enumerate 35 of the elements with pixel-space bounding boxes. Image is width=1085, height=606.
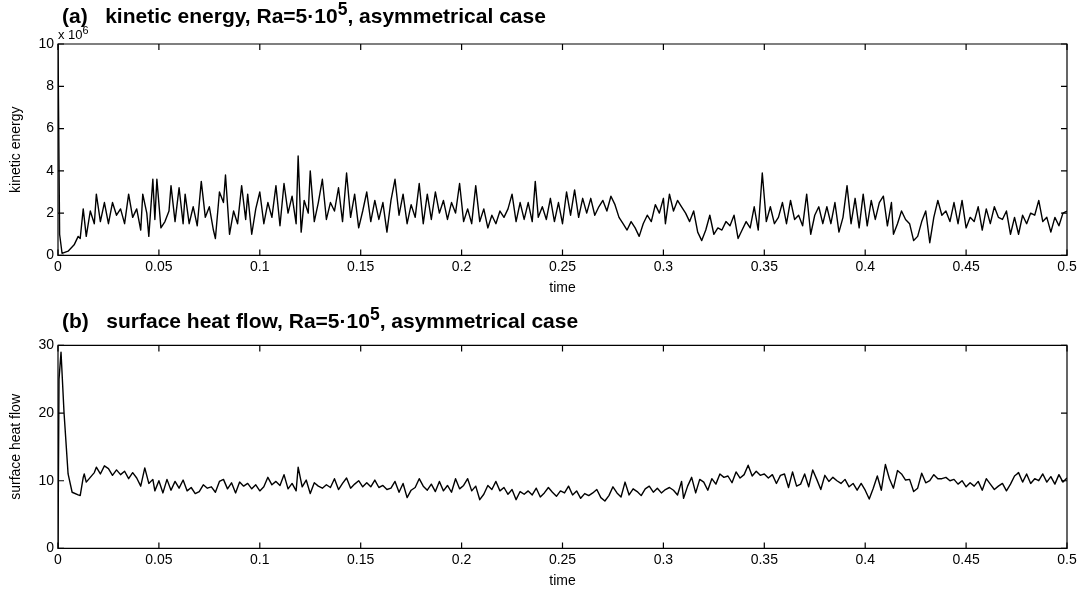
y-tick-label: 0 (46, 539, 55, 556)
y-tick-label: 6 (46, 119, 55, 136)
x-tick-label: 0.1 (250, 550, 270, 567)
y-tick-label: 30 (38, 336, 55, 353)
y-axis-title: surface heat flow (7, 393, 24, 500)
x-tick-label: 0.35 (750, 257, 779, 274)
y-tick-label: 2 (46, 203, 55, 220)
x-tick-label: 0.5 (1057, 550, 1077, 567)
y-tick-label: 4 (46, 161, 55, 178)
x-tick-label: 0.3 (653, 257, 674, 274)
y-tick-label: 10 (38, 471, 55, 488)
y-tick-label: 20 (38, 403, 55, 420)
x-tick-label: 0.25 (548, 257, 577, 274)
x-tick-label: 0.45 (952, 550, 980, 567)
x-tick-label: 0.2 (451, 257, 472, 274)
x-tick-label: 0.4 (855, 550, 876, 567)
x-tick-label: 0.05 (145, 550, 173, 567)
x-tick-label: 0.1 (250, 257, 270, 274)
y-axis-title: kinetic energy (7, 106, 24, 193)
x-tick-label: 0.15 (347, 257, 375, 274)
x-tick-label: 0.25 (548, 550, 577, 567)
x-tick-label: 0.05 (145, 257, 173, 274)
x-tick-label: 0.2 (451, 550, 472, 567)
chart-title: (b) surface heat flow, Ra=5·10$^{5}$, asymmetrical case (62, 303, 579, 333)
x-tick-label: 0.5 (1057, 257, 1077, 274)
x-tick-label: 0.15 (347, 550, 375, 567)
x-tick-label: 0.45 (952, 257, 980, 274)
x-axis-title: time (549, 279, 576, 296)
y-tick-label: 10 (38, 34, 55, 51)
x-tick-label: 0.3 (653, 550, 674, 567)
x-tick-label: 0.35 (750, 550, 779, 567)
y-tick-label: 0 (46, 246, 55, 263)
y-tick-label: 8 (46, 77, 55, 94)
x-axis-title: time (549, 572, 576, 589)
x-tick-label: 0.4 (855, 257, 876, 274)
